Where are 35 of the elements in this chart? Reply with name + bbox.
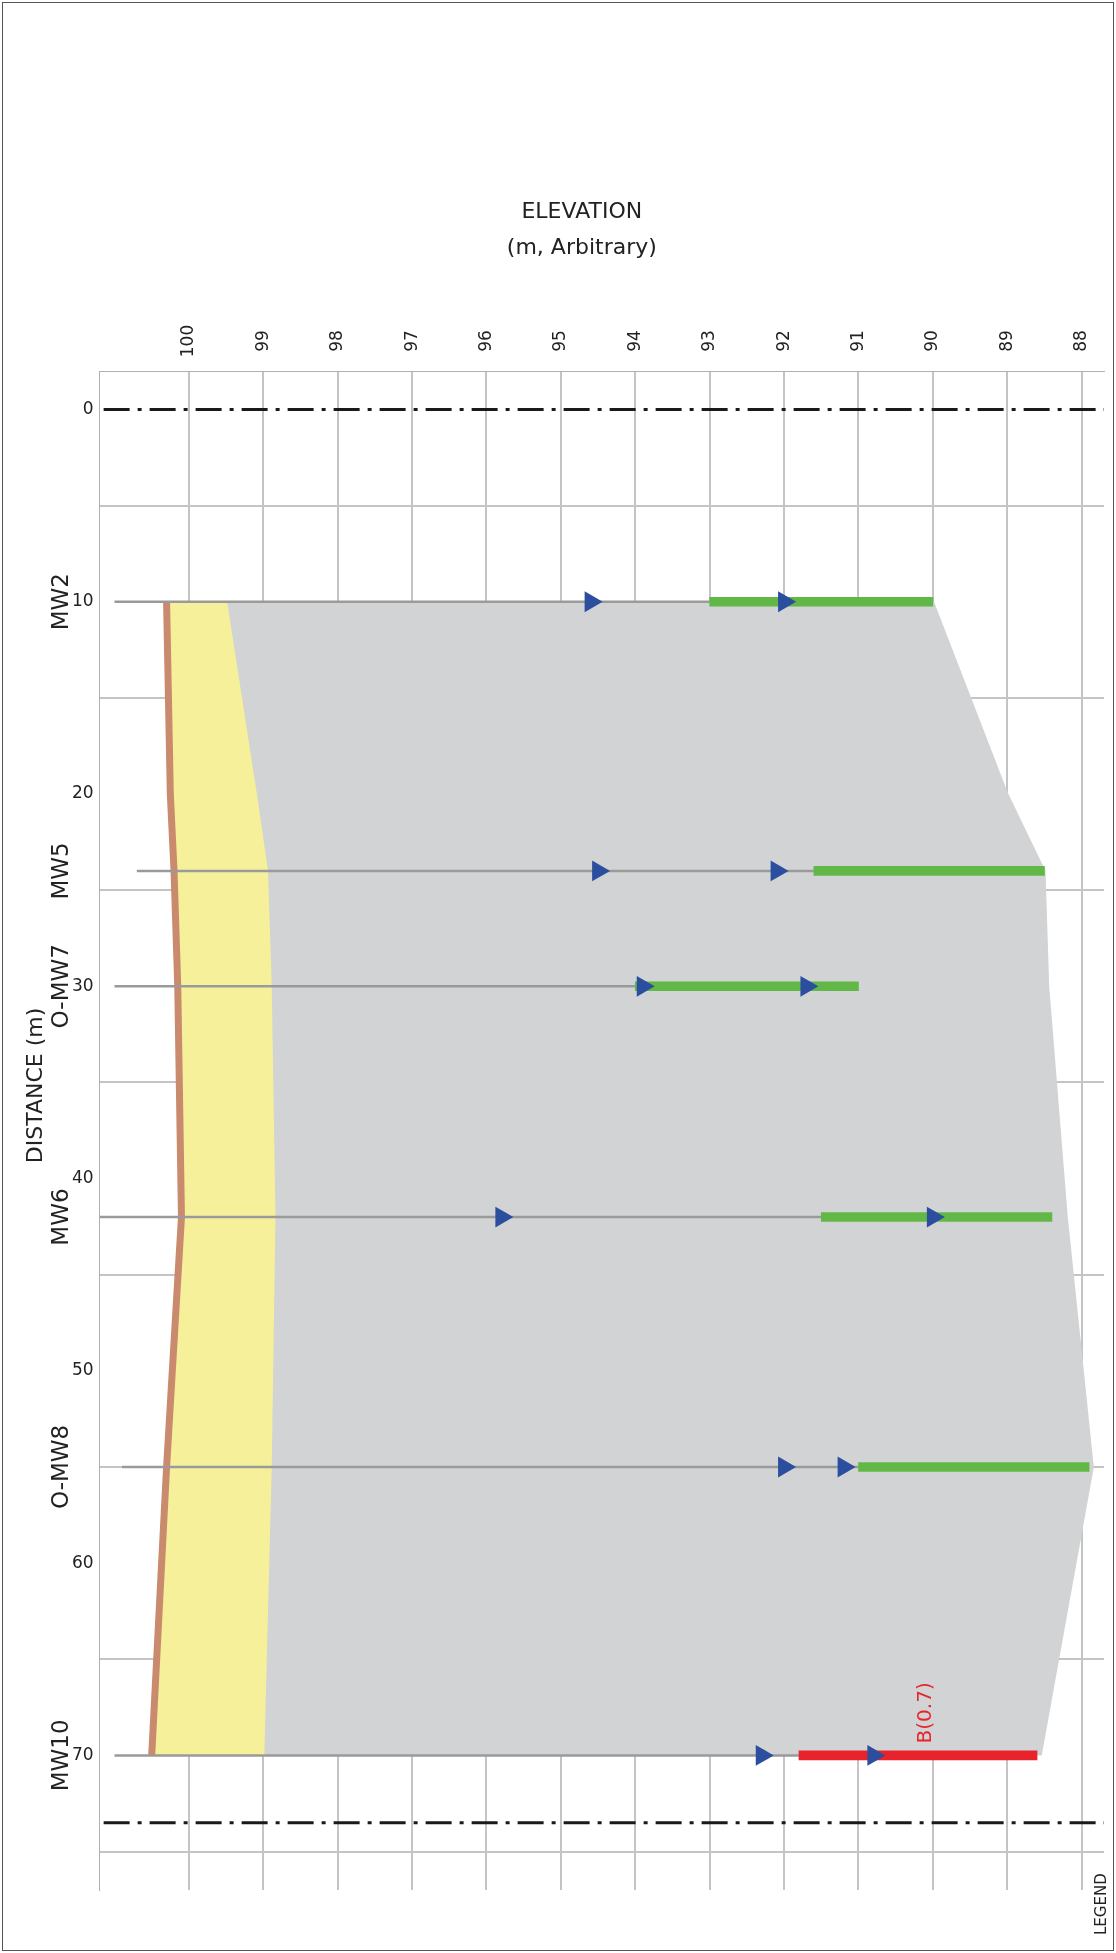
y-tick-label: 0 <box>82 397 94 418</box>
y-tick-label: 10 <box>71 590 94 611</box>
y-tick-label: 50 <box>71 1359 94 1380</box>
x-axis-title: ELEVATION (m, Arbitrary) <box>506 197 657 259</box>
x-tick-label: 89 <box>995 330 1016 352</box>
text: MW10 <box>46 1719 73 1792</box>
x-tick-label: 91 <box>846 330 867 352</box>
bar <box>709 596 934 607</box>
x-tick-label: 97 <box>400 330 421 352</box>
x-tick-label: 96 <box>474 330 495 352</box>
text: MW6 <box>46 1188 73 1246</box>
x-tick-label: 95 <box>549 330 570 352</box>
text: MW2 <box>46 573 73 631</box>
x-tick-label: 88 <box>1070 330 1091 352</box>
y-tick-label: 30 <box>71 974 94 995</box>
annotation: LEGEND <box>1091 1873 1110 1935</box>
x-tick-label: 94 <box>623 330 644 352</box>
bar <box>858 1462 1090 1472</box>
y-tick-label: 70 <box>71 1743 94 1764</box>
text: O-MW7 <box>46 944 73 1029</box>
x-tick-label: 100 <box>177 324 198 358</box>
y-tick-label: 20 <box>71 782 94 803</box>
text: O-MW8 <box>46 1424 73 1510</box>
x-tick-label: 92 <box>772 330 793 352</box>
x-tick-label: 93 <box>698 330 719 352</box>
x-tick-label: 98 <box>326 330 347 352</box>
x-tick-label: 90 <box>921 330 942 352</box>
bar <box>820 1212 1053 1222</box>
y-tick-label: 60 <box>71 1551 94 1572</box>
annotation: B(0.7) <box>911 1682 936 1744</box>
y-tick-label: 40 <box>71 1166 94 1187</box>
y-axis-title: DISTANCE (m) <box>21 1007 47 1164</box>
x-tick-label: 99 <box>251 330 272 352</box>
text: MW5 <box>46 842 73 900</box>
bar <box>813 866 1045 876</box>
